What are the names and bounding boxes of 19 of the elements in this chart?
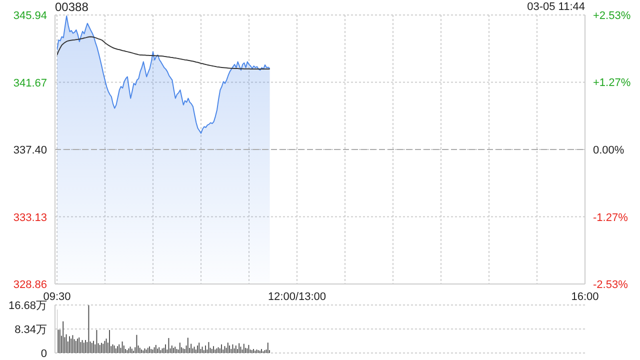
y2-tick-label: -1.27% [593, 212, 628, 224]
x-tick-label: 09:30 [43, 290, 71, 303]
y-tick-label: 328.86 [13, 279, 47, 291]
y-tick-label: 16.68万 [8, 300, 47, 312]
y-tick-label: 0 [40, 348, 47, 360]
line-series [57, 36, 270, 70]
y2-tick-label: +2.53% [593, 10, 631, 22]
y-tick-label: 345.94 [13, 10, 47, 22]
chart-title: 00388 [55, 0, 88, 14]
y2-tick-label: +1.27% [593, 76, 631, 89]
x-tick-label: 12:00/13:00 [268, 290, 326, 303]
y-tick-label: 333.13 [13, 212, 47, 224]
x-tick-label: 16:00 [571, 290, 599, 303]
y2-tick-label: -2.53% [593, 279, 628, 291]
text: 03-05 11:44 [527, 0, 585, 14]
y-tick-label: 8.34万 [14, 324, 47, 336]
y-tick-label: 341.67 [13, 77, 47, 90]
y2-tick-label: 0.00% [593, 144, 624, 156]
y-tick-label: 337.40 [13, 144, 47, 156]
